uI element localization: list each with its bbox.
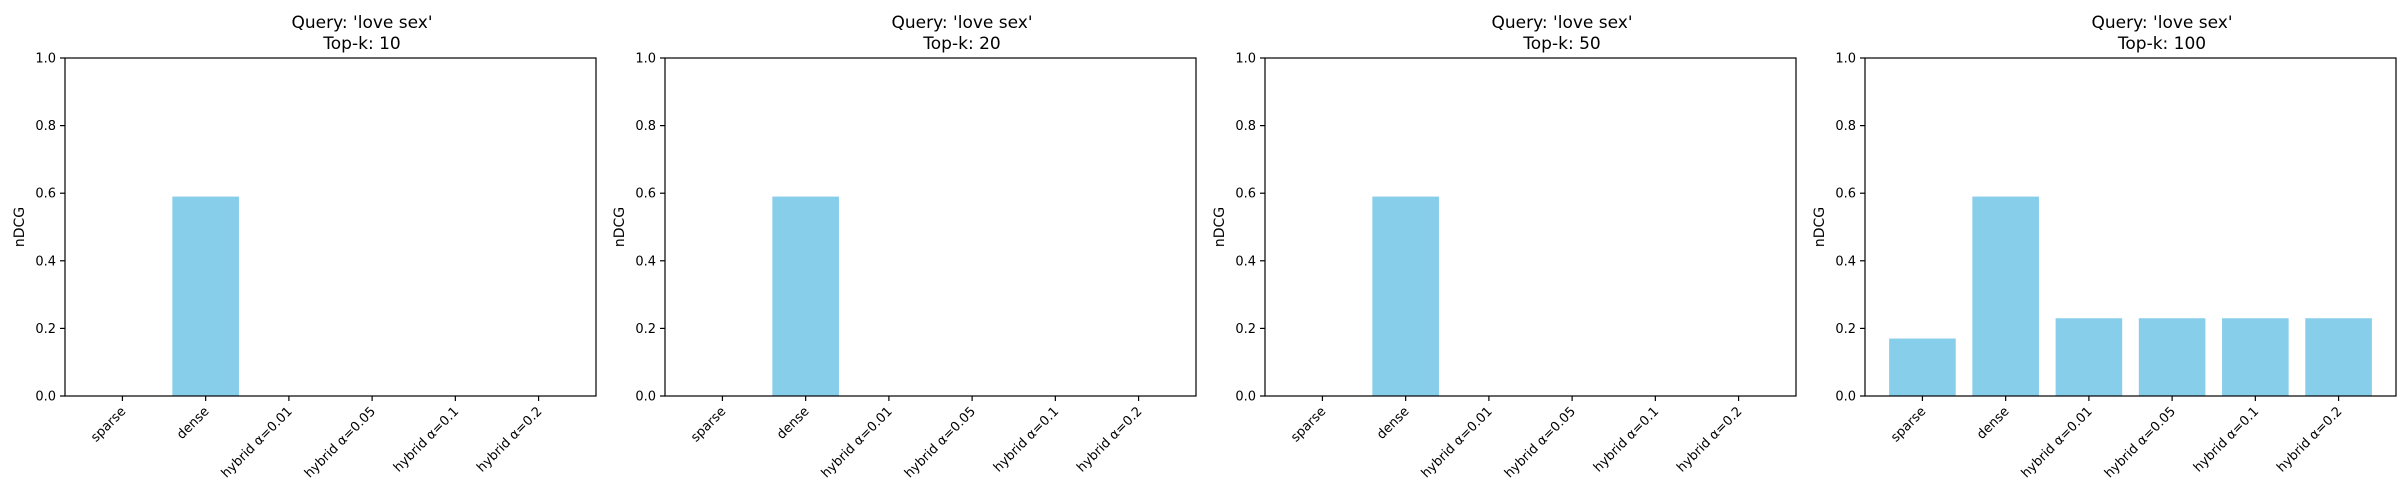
x-tick-label: sparse (88, 404, 129, 445)
chart-title-line2: Top-k: 20 (922, 34, 1000, 54)
x-tick-label: dense (774, 404, 812, 442)
y-tick-label: 1.0 (635, 52, 656, 67)
x-tick-label: sparse (688, 404, 729, 445)
subplot-topk-50: Query: 'love sex' Top-k: 50 nDCG 0.0 0.2 0… (1200, 0, 1800, 500)
x-tick-label: hybrid α=0.01 (819, 404, 896, 481)
x-tick-label: hybrid α=0.1 (1591, 404, 1662, 475)
chart-title-line1: Query: 'love sex' (1491, 13, 1632, 33)
y-tick-label: 0.6 (35, 187, 56, 202)
bar-4 (2222, 318, 2289, 396)
y-tick-label: 0.4 (635, 254, 656, 269)
bar-chart-topk-50: Query: 'love sex' Top-k: 50 nDCG 0.0 0.2 0… (1212, 13, 1797, 481)
y-tick-label: 0.0 (1235, 390, 1256, 405)
bar-1 (772, 196, 839, 396)
chart-title-line1: Query: 'love sex' (891, 13, 1032, 33)
y-tick-label: 0.8 (1235, 119, 1256, 134)
y-tick-label: 1.0 (1835, 52, 1856, 67)
bar-5 (2305, 318, 2372, 396)
chart-title-line2: Top-k: 100 (2117, 34, 2206, 54)
subplot-topk-100: Query: 'love sex' Top-k: 100 nDCG 0.0 0.2… (1800, 0, 2400, 500)
bar-0 (1889, 338, 1956, 396)
y-tick-label: 0.4 (1835, 254, 1856, 269)
y-axis-label: nDCG (612, 207, 628, 247)
x-tick-label: dense (1974, 404, 2012, 442)
axes-frame (664, 57, 1197, 397)
axes-frame (64, 57, 597, 397)
x-tick-label: hybrid α=0.01 (1419, 404, 1496, 481)
x-tick-label: dense (1374, 404, 1412, 442)
y-tick-label: 1.0 (1235, 52, 1256, 67)
y-tick-label: 0.6 (1235, 187, 1256, 202)
y-tick-label: 1.0 (35, 52, 56, 67)
x-tick-label: hybrid α=0.2 (2274, 404, 2345, 475)
y-tick-label: 0.8 (35, 119, 56, 134)
bar-1 (1372, 196, 1439, 396)
y-tick-label: 0.0 (635, 390, 656, 405)
chart-title-line1: Query: 'love sex' (2091, 13, 2232, 33)
y-tick-label: 0.6 (635, 187, 656, 202)
y-tick-label: 0.8 (1835, 119, 1856, 134)
y-tick-label: 0.4 (35, 254, 56, 269)
y-tick-label: 0.8 (635, 119, 656, 134)
bar-2 (2055, 318, 2123, 396)
x-tick-label: hybrid α=0.1 (391, 404, 462, 475)
y-tick-label: 0.2 (1235, 322, 1256, 337)
x-tick-label: hybrid α=0.1 (991, 404, 1062, 475)
bar-chart-topk-10: Query: 'love sex' Top-k: 10 nDCG 0.0 0.2 0… (12, 13, 597, 481)
x-tick-label: hybrid α=0.2 (1074, 404, 1145, 475)
x-tick-label: sparse (1888, 404, 1929, 445)
y-tick-label: 0.2 (1835, 322, 1856, 337)
x-tick-label: hybrid α=0.01 (2019, 404, 2096, 481)
axes-frame (1864, 57, 2397, 397)
x-tick-label: hybrid α=0.2 (1674, 404, 1745, 475)
x-tick-label: hybrid α=0.2 (474, 404, 545, 475)
y-tick-label: 0.0 (35, 390, 56, 405)
bar-1 (1972, 196, 2039, 396)
y-tick-label: 0.4 (1235, 254, 1256, 269)
chart-title-line2: Top-k: 10 (322, 34, 400, 54)
x-tick-label: hybrid α=0.05 (902, 404, 979, 481)
y-axis-label: nDCG (1212, 207, 1228, 247)
x-tick-label: hybrid α=0.1 (2191, 404, 2262, 475)
chart-title-line2: Top-k: 50 (1522, 34, 1600, 54)
x-tick-label: hybrid α=0.05 (2102, 404, 2179, 481)
subplot-topk-20: Query: 'love sex' Top-k: 20 nDCG 0.0 0.2 0… (600, 0, 1200, 500)
y-axis-label: nDCG (1812, 207, 1828, 247)
y-tick-label: 0.0 (1835, 390, 1856, 405)
bar-chart-topk-20: Query: 'love sex' Top-k: 20 nDCG 0.0 0.2 0… (612, 13, 1197, 481)
bar-3 (2138, 318, 2206, 396)
x-tick-label: hybrid α=0.01 (219, 404, 296, 481)
y-axis-label: nDCG (12, 207, 28, 247)
subplot-topk-10: Query: 'love sex' Top-k: 10 nDCG 0.0 0.2 0… (0, 0, 600, 500)
x-tick-label: hybrid α=0.05 (302, 404, 379, 481)
x-tick-label: dense (174, 404, 212, 442)
chart-title-line1: Query: 'love sex' (291, 13, 432, 33)
y-tick-label: 0.6 (1835, 187, 1856, 202)
x-tick-label: sparse (1288, 404, 1329, 445)
x-tick-label: hybrid α=0.05 (1502, 404, 1579, 481)
y-tick-label: 0.2 (35, 322, 56, 337)
axes-frame (1264, 57, 1797, 397)
bar-1 (172, 196, 239, 396)
y-tick-label: 0.2 (635, 322, 656, 337)
bar-chart-topk-100: Query: 'love sex' Top-k: 100 nDCG 0.0 0.2… (1812, 13, 2397, 481)
